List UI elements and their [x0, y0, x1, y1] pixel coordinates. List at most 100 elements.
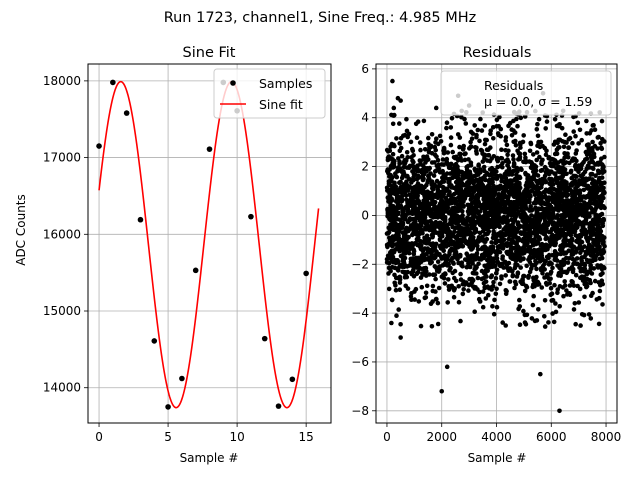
residual-point [600, 251, 606, 256]
residual-point [532, 221, 537, 226]
residual-point [499, 274, 504, 279]
residual-point [480, 304, 486, 310]
residual-point [553, 229, 559, 234]
residual-point [558, 180, 564, 186]
residual-point [526, 273, 531, 279]
residual-point [534, 157, 539, 163]
residual-point [591, 240, 596, 246]
residual-point [396, 235, 401, 240]
residual-point [439, 162, 445, 167]
residual-point [582, 294, 587, 300]
residual-point [387, 174, 392, 179]
residual-point [512, 265, 518, 271]
residual-point [505, 152, 510, 158]
residual-point [476, 235, 482, 240]
residual-point [600, 222, 605, 227]
residual-point [420, 188, 426, 194]
residual-point [400, 269, 406, 275]
residual-point [432, 222, 438, 227]
residual-point [522, 288, 528, 294]
residual-point [523, 183, 529, 188]
residual-point [422, 240, 427, 245]
residual-point [597, 288, 603, 294]
residual-point [409, 155, 414, 160]
residual-point [550, 311, 555, 316]
residual-point [593, 173, 598, 178]
residual-point [599, 266, 605, 272]
residual-point [525, 248, 531, 254]
residual-point [437, 170, 443, 175]
residual-point [595, 135, 601, 140]
residual-point [512, 285, 517, 291]
residual-point [511, 257, 517, 262]
residual-point [451, 288, 457, 293]
residual-point [592, 278, 598, 284]
residual-point [456, 299, 462, 305]
residual-point [411, 267, 416, 273]
residual-point [476, 239, 481, 244]
residual-point [447, 209, 453, 214]
residual-point [434, 230, 439, 235]
residual-point [475, 182, 481, 188]
residual-point [548, 219, 553, 225]
residual-point [599, 118, 605, 124]
residual-point [560, 285, 566, 290]
residual-point [436, 264, 442, 270]
residual-point [469, 276, 475, 282]
residual-point [476, 296, 482, 302]
residual-point [490, 256, 496, 262]
residual-point [584, 284, 589, 290]
residual-point [556, 201, 561, 207]
residual-point [588, 263, 593, 269]
residual-point [448, 265, 453, 271]
residual-point [478, 167, 483, 172]
residual-point [433, 276, 438, 282]
residual-point [458, 239, 463, 244]
residual-point [466, 288, 471, 293]
residual-point [597, 244, 602, 249]
residual-point [510, 153, 516, 158]
residual-point [418, 226, 424, 232]
residual-point [444, 159, 450, 165]
residual-point [479, 268, 485, 274]
residual-point [514, 245, 519, 250]
residual-point [567, 214, 572, 220]
residual-point [415, 119, 421, 124]
residual-point [424, 233, 430, 239]
residual-point [483, 210, 489, 216]
residual-point [601, 195, 606, 201]
residual-point [479, 276, 485, 282]
residual-point [522, 196, 528, 201]
residual-point [494, 117, 500, 123]
residual-point [459, 204, 464, 209]
residual-point [588, 205, 594, 211]
residual-point [505, 195, 511, 201]
residual-point [590, 232, 596, 237]
residual-point [440, 190, 445, 195]
residual-point [557, 145, 562, 150]
residual-point [584, 281, 589, 287]
residual-point [393, 287, 399, 293]
residual-point [467, 217, 472, 222]
residual-point [551, 319, 557, 325]
residual-point [448, 142, 454, 148]
residual-point [488, 131, 493, 137]
residual-point [509, 224, 515, 230]
residual-point [435, 259, 441, 265]
residual-point [539, 159, 544, 164]
residual-point [549, 185, 554, 191]
residual-point [493, 238, 499, 243]
residual-point [398, 179, 403, 185]
residual-point [562, 279, 567, 284]
residual-point [482, 141, 488, 147]
residual-point [562, 151, 567, 156]
residual-point [439, 198, 444, 203]
residual-point [484, 170, 490, 176]
residuals-xtick-label: 4000 [481, 430, 512, 444]
sine-fit-panel: Sine Fit 0 5 10 15 14000 15000 16000 17000 18000… [14, 45, 332, 465]
residual-point [430, 241, 436, 246]
residual-point [582, 227, 588, 233]
sample-point [123, 110, 130, 116]
residual-point [458, 271, 463, 277]
residual-point [410, 146, 415, 152]
